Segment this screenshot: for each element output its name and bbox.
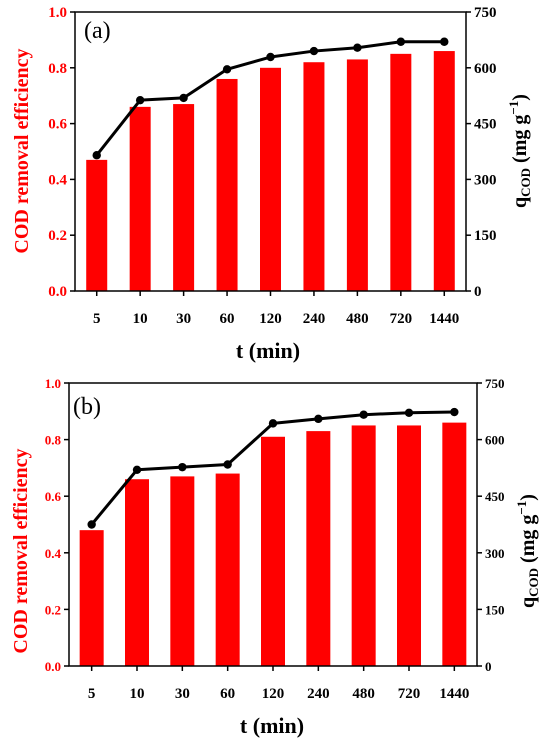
x-tick-label-b: 480 xyxy=(352,686,375,702)
left-tick-label-a: 0.8 xyxy=(48,61,67,77)
bar-b-240 xyxy=(306,431,331,666)
bar-a-720 xyxy=(390,53,412,291)
bar-b-60 xyxy=(215,473,240,666)
q-point-a-720 xyxy=(396,37,406,46)
bar-a-30 xyxy=(173,104,195,291)
right-tick-label-a: 300 xyxy=(474,172,497,188)
left-tick-label-a: 1.0 xyxy=(48,5,67,21)
bar-b-1440 xyxy=(442,422,467,666)
x-tick-label-b: 720 xyxy=(398,686,421,702)
left-tick-label-a: 0.4 xyxy=(48,172,67,188)
left-tick-label-b: 1.0 xyxy=(45,376,61,391)
x-tick-label-b: 5 xyxy=(88,686,96,702)
bar-b-5 xyxy=(79,530,104,666)
bar-a-10 xyxy=(129,106,151,291)
q-point-b-120 xyxy=(268,419,278,428)
q-point-b-30 xyxy=(178,462,187,472)
bar-a-60 xyxy=(216,78,238,292)
right-tick-label-b: 300 xyxy=(485,546,505,561)
x-tick-label-b: 1440 xyxy=(439,686,469,702)
q-point-b-60 xyxy=(223,460,232,469)
x-tick-label-a: 1440 xyxy=(429,311,459,327)
left-tick-label-a: 0.2 xyxy=(48,228,67,244)
q-point-a-1440 xyxy=(440,37,449,46)
x-tick-label-a: 480 xyxy=(346,311,369,327)
right-tick-label-a: 150 xyxy=(474,228,497,244)
q-point-b-10 xyxy=(132,465,142,474)
right-axis-label-b: qCOD (mg g−1) xyxy=(514,494,541,608)
right-tick-label-b: 600 xyxy=(485,433,505,448)
left-tick-label-a: 0.0 xyxy=(48,284,67,300)
panel-label-a: (a) xyxy=(84,18,111,44)
left-axis-label-b: COD removal efficiency xyxy=(10,448,32,653)
x-tick-label-b: 30 xyxy=(175,686,190,702)
bar-b-480 xyxy=(351,425,376,666)
q-point-b-720 xyxy=(404,408,414,418)
left-tick-label-b: 0.6 xyxy=(45,489,62,504)
right-axis-label-a: qCOD (mg g−1) xyxy=(506,94,533,208)
bar-b-10 xyxy=(125,479,149,666)
x-tick-label-a: 720 xyxy=(390,311,413,327)
x-tick-label-a: 60 xyxy=(220,311,235,327)
q-point-b-1440 xyxy=(450,407,459,417)
q-point-a-480 xyxy=(353,43,362,52)
x-axis-label-b: t (min) xyxy=(240,713,304,738)
right-tick-label-b: 0 xyxy=(485,659,492,674)
x-tick-label-b: 60 xyxy=(220,686,235,702)
bar-a-1440 xyxy=(433,51,455,292)
q-point-a-240 xyxy=(309,46,319,56)
x-tick-label-a: 5 xyxy=(93,311,101,327)
bar-a-480 xyxy=(346,59,368,292)
bar-b-30 xyxy=(170,476,195,666)
bar-a-240 xyxy=(303,62,325,291)
x-tick-label-b: 120 xyxy=(262,686,285,702)
q-point-a-10 xyxy=(135,95,145,105)
left-tick-label-b: 0.4 xyxy=(45,546,62,561)
q-point-b-5 xyxy=(87,520,96,529)
bar-a-120 xyxy=(260,67,281,291)
bar-b-120 xyxy=(261,436,285,666)
x-tick-label-b: 240 xyxy=(307,686,330,702)
left-tick-label-a: 0.6 xyxy=(48,117,67,133)
right-tick-label-a: 0 xyxy=(474,284,482,300)
right-tick-label-a: 450 xyxy=(474,117,497,133)
x-axis-label-a: t (min) xyxy=(236,338,300,363)
q-point-b-240 xyxy=(314,414,323,424)
panel-label-b: (b) xyxy=(73,394,101,420)
left-tick-label-b: 0.8 xyxy=(45,433,62,448)
right-tick-label-b: 450 xyxy=(485,489,505,504)
chart-panel-b: (b) t (min) COD removal efficiency qCOD … xyxy=(10,376,541,738)
right-tick-label-a: 600 xyxy=(474,61,497,77)
q-point-b-480 xyxy=(359,410,368,419)
q-point-a-30 xyxy=(179,93,188,103)
right-tick-label-b: 150 xyxy=(485,602,505,617)
right-tick-label-a: 750 xyxy=(474,5,497,21)
left-tick-label-b: 0.0 xyxy=(45,659,61,674)
x-tick-label-b: 10 xyxy=(130,686,145,702)
q-point-a-120 xyxy=(266,52,275,62)
chart-panel-a: (a) t (min) COD removal efficiency qCOD … xyxy=(11,5,533,363)
x-tick-label-a: 10 xyxy=(133,311,148,327)
x-tick-label-a: 120 xyxy=(259,311,282,327)
right-tick-label-b: 750 xyxy=(485,376,505,391)
x-tick-label-a: 240 xyxy=(303,311,326,327)
x-tick-label-a: 30 xyxy=(176,311,191,327)
q-point-a-60 xyxy=(222,65,232,74)
left-axis-label-a: COD removal efficiency xyxy=(11,48,33,253)
bar-a-5 xyxy=(86,159,108,291)
bar-b-720 xyxy=(397,425,421,666)
left-tick-label-b: 0.2 xyxy=(45,602,61,617)
q-point-a-5 xyxy=(92,151,101,160)
